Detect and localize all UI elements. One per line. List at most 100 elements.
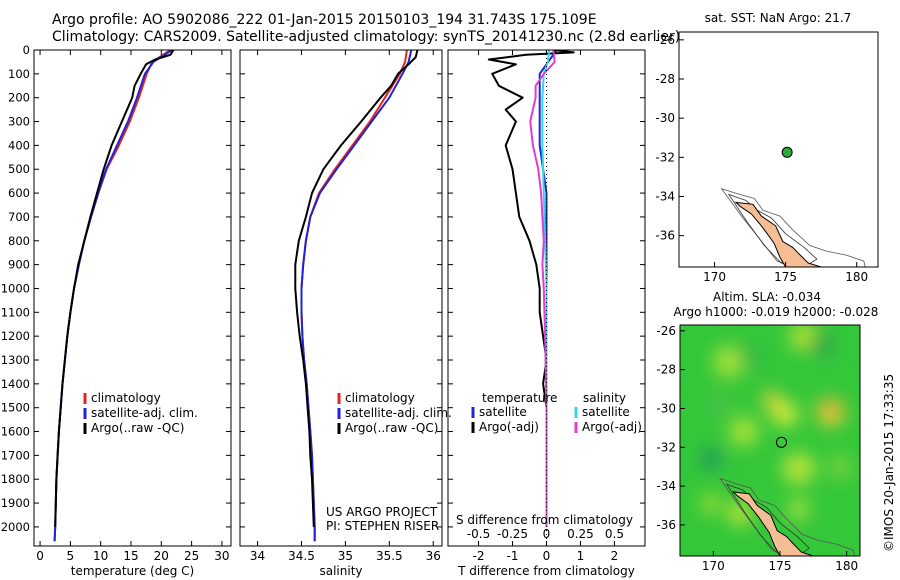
depth-tick-label: 1500 <box>1 401 30 415</box>
depth-tick-label: 1400 <box>1 377 30 391</box>
sla-map-ytick-label: -26 <box>656 324 676 338</box>
location-map-xtick-label: 175 <box>774 270 797 284</box>
depth-tick-label: 700 <box>8 210 30 224</box>
sla-blob <box>822 400 839 417</box>
salinity-frame <box>239 49 443 547</box>
differences-line-3 <box>529 50 556 527</box>
salinity-line-0 <box>300 50 408 542</box>
location-map-ytick-label: -28 <box>655 72 675 86</box>
sla-map-xtick-label: 170 <box>702 559 725 573</box>
sla-map-ytick-label: -34 <box>656 479 676 493</box>
differences-series <box>487 50 575 527</box>
coastline-icon <box>731 491 814 556</box>
sla-map-ytick-label: -28 <box>656 363 676 377</box>
differences-xlabel: T difference from climatology <box>457 564 635 578</box>
temperature-series <box>53 50 175 542</box>
depth-tick-label: 500 <box>8 162 30 176</box>
depth-tick-label: 400 <box>8 138 30 152</box>
float-position-marker <box>781 146 793 158</box>
sla-blob <box>740 346 761 367</box>
pi-annotation: PI: STEPHEN RISER <box>326 519 439 533</box>
top-xtick-label: 0 <box>543 527 551 541</box>
sla-map-ytick-label: -30 <box>656 401 676 415</box>
diff-legend-header-s: salinity <box>583 391 626 405</box>
temperature-line-2 <box>54 50 175 527</box>
diff-legend-s-argo: Argo(-adj) <box>582 420 642 434</box>
location-map-xtick-label: 180 <box>845 270 868 284</box>
sla-blob <box>763 391 781 410</box>
temperature-xtick-label: 10 <box>93 549 108 563</box>
climatology-subtitle: Climatology: CARS2009. Satellite-adjuste… <box>52 29 681 45</box>
sla-blob <box>773 402 798 427</box>
temp-legend-entry: climatology <box>91 391 161 405</box>
location-map-content <box>720 146 866 267</box>
sla-blob <box>728 501 752 526</box>
sla-blob <box>788 499 809 520</box>
differences-xtick-label: 0 <box>543 549 551 563</box>
depth-tick-label: 1200 <box>1 329 30 343</box>
top-axis-label: S difference from climatology <box>456 513 633 527</box>
sla-blob <box>828 454 852 479</box>
depth-tick-label: 2000 <box>1 520 30 534</box>
sla-blob <box>810 332 835 357</box>
salinity-xtick-label: 35.5 <box>376 549 403 563</box>
location-map-ytick-label: -34 <box>655 190 675 204</box>
temperature-xlabel: temperature (deg C) <box>71 564 194 578</box>
depth-tick-label: 1000 <box>1 281 30 295</box>
sla-blob <box>700 493 721 514</box>
depth-tick-label: 1600 <box>1 425 30 439</box>
differences-xtick-label: 2 <box>611 549 619 563</box>
salinity-panel <box>239 49 443 547</box>
salinity-series <box>294 50 419 542</box>
salinity-line-2 <box>294 50 419 527</box>
location-map-ytick-label: -30 <box>655 111 675 125</box>
sla-map-subtitle: Argo h1000: -0.019 h2000: -0.028 <box>674 305 879 319</box>
depth-tick-label: 800 <box>8 234 30 248</box>
salinity-xtick-label: 36 <box>426 549 441 563</box>
sla-map-ytick-label: -32 <box>656 440 676 454</box>
location-map-ytick-label: -26 <box>655 33 675 47</box>
sal-legend-entry: satellite-adj. clim. <box>345 406 452 420</box>
depth-tick-label: 300 <box>8 115 30 129</box>
sla-map-xtick-label: 175 <box>769 559 792 573</box>
sla-map-title: Altim. SLA: -0.034 <box>713 290 821 304</box>
temperature-xtick-label: 20 <box>154 549 169 563</box>
sla-map-panel <box>679 324 861 557</box>
sla-map-ytick-label: -36 <box>656 518 676 532</box>
differences-xtick-label: 1 <box>577 549 585 563</box>
sla-field <box>700 325 852 526</box>
differences-xtick-label: -1 <box>507 549 519 563</box>
temperature-xtick-label: 15 <box>123 549 138 563</box>
top-xtick-label: -0.25 <box>497 527 528 541</box>
depth-tick-label: 0 <box>23 43 30 57</box>
project-annotation: US ARGO PROJECT <box>326 505 438 519</box>
depth-tick-label: 600 <box>8 186 30 200</box>
salinity-xtick-label: 34.5 <box>288 549 315 563</box>
depth-tick-label: 1700 <box>1 448 30 462</box>
salinity-xlabel: salinity <box>319 564 362 578</box>
temperature-panel <box>33 49 232 547</box>
temperature-xtick-label: 5 <box>67 549 75 563</box>
depth-tick-label: 1900 <box>1 496 30 510</box>
sla-blob <box>700 448 721 469</box>
temperature-xtick-label: 25 <box>184 549 199 563</box>
imos-credit: ©IMOS 20-Jan-2015 17:33:35 <box>882 374 896 552</box>
sal-legend-entry: climatology <box>345 391 415 405</box>
sla-blob <box>713 345 746 378</box>
salinity-xtick-label: 35 <box>338 549 353 563</box>
location-map-panel <box>678 31 879 268</box>
temperature-xtick-label: 30 <box>214 549 229 563</box>
temperature-frame <box>33 49 232 547</box>
sla-map-frame <box>679 324 861 557</box>
sla-map-xtick-label: 180 <box>835 559 858 573</box>
profile-title: Argo profile: AO 5902086_222 01-Jan-2015… <box>52 12 597 28</box>
depth-tick-label: 1800 <box>1 472 30 486</box>
depth-tick-label: 900 <box>8 258 30 272</box>
depth-tick-label: 1100 <box>1 305 30 319</box>
diff-legend-t-argo: Argo(-adj) <box>479 420 539 434</box>
sla-blob <box>782 452 815 485</box>
location-map-title: sat. SST: NaN Argo: 21.7 <box>705 11 852 25</box>
temp-legend-entry: satellite-adj. clim. <box>91 406 198 420</box>
top-xtick-label: 0.5 <box>605 527 624 541</box>
depth-tick-label: 200 <box>8 91 30 105</box>
